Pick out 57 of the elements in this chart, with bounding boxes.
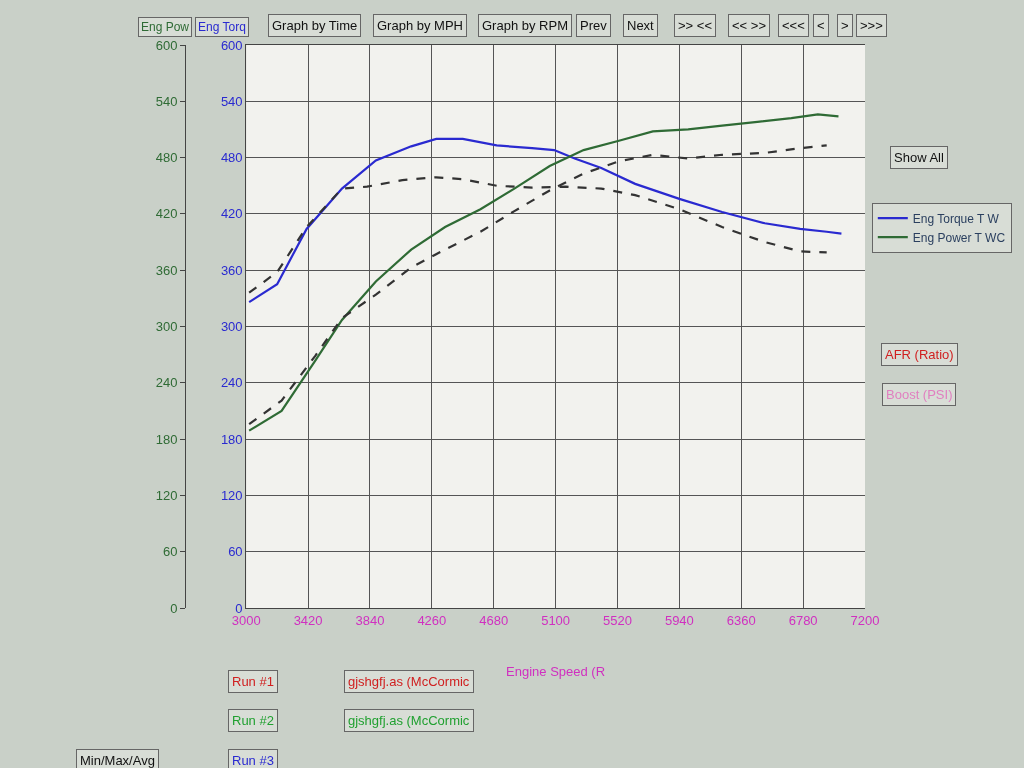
text: Boost (PSI) xyxy=(886,387,953,402)
text: Graph by Time xyxy=(272,18,358,33)
text: Graph by RPM xyxy=(482,18,568,33)
y-tick-label: 360 xyxy=(220,262,243,278)
y-tick-label: 480 xyxy=(220,150,243,166)
text: Graph by MPH xyxy=(377,18,463,33)
legend-label: Eng Torque T W xyxy=(912,211,1000,226)
line-series xyxy=(248,137,843,304)
y-tick-label: 60 xyxy=(228,544,243,560)
text: < xyxy=(817,18,825,33)
y2-tick-label: 120 xyxy=(155,487,178,503)
x-tick-label: 3840 xyxy=(355,612,385,628)
y-tick-label: 600 xyxy=(220,37,243,53)
y2-tick-label: 240 xyxy=(155,375,178,391)
text: gjshgfj.as (McCormic xyxy=(348,713,470,728)
text: gjshgfj.as (McCormic xyxy=(348,674,470,689)
y-tick-label: 180 xyxy=(220,431,243,447)
text: << >> xyxy=(732,18,766,33)
y2-tick-label: 420 xyxy=(155,206,178,222)
y2-tick-label: 480 xyxy=(155,150,178,166)
y-tick-label: 540 xyxy=(220,93,243,109)
y-axis-title: Eng Torq xyxy=(198,20,246,34)
text: Show All xyxy=(894,150,944,165)
x-tick-label: 5520 xyxy=(603,612,632,628)
y-tick-label: 240 xyxy=(220,375,243,391)
y2-tick-label: 0 xyxy=(170,600,178,616)
text: Prev xyxy=(580,18,608,33)
x-tick-label: 6360 xyxy=(726,612,756,628)
text: Next xyxy=(627,18,655,33)
text: AFR (Ratio) xyxy=(885,347,954,362)
x-tick-label: 4260 xyxy=(417,612,447,628)
text: <<< xyxy=(782,18,805,33)
text: Run #2 xyxy=(232,713,274,728)
text: Run #3 xyxy=(232,753,274,768)
y2-axis-title: Eng Pow xyxy=(141,20,190,34)
text: >> << xyxy=(678,18,712,33)
x-tick-label: 5940 xyxy=(664,612,694,628)
text: Run #1 xyxy=(232,674,274,689)
x-tick-label: 7200 xyxy=(850,612,880,628)
x-tick-label: 6780 xyxy=(788,612,818,628)
y-tick-label: 120 xyxy=(220,487,243,503)
x-axis-title: Engine Speed (R xyxy=(506,664,606,680)
x-tick-label: 5100 xyxy=(541,612,571,628)
x-tick-label: 4680 xyxy=(479,612,509,628)
y-tick-label: 300 xyxy=(220,319,243,335)
y2-tick-label: 300 xyxy=(155,319,178,335)
y2-tick-label: 600 xyxy=(155,37,178,53)
y2-tick-label: 60 xyxy=(162,544,178,560)
y-tick-label: 420 xyxy=(220,206,243,222)
legend-label: Eng Power T WC xyxy=(912,230,1006,245)
x-tick-label: 3420 xyxy=(293,612,323,628)
text: >>> xyxy=(860,18,883,33)
text: > xyxy=(841,18,849,33)
text: Min/Max/Avg xyxy=(80,753,155,768)
y2-tick-label: 360 xyxy=(155,262,178,278)
y2-tick-label: 180 xyxy=(155,431,178,447)
y2-tick-label: 540 xyxy=(155,93,178,109)
